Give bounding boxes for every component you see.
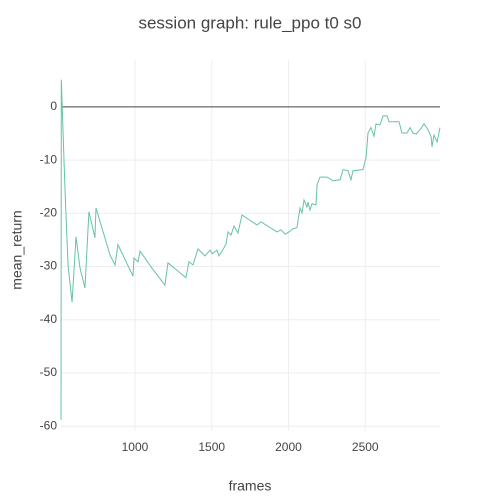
- line-series: [60, 79, 441, 420]
- y-tick-label: -40: [40, 312, 58, 326]
- plot-area: [60, 79, 441, 420]
- y-tick-label: -20: [40, 205, 58, 219]
- x-tick-label: 1000: [122, 440, 149, 454]
- y-tick-label: 0: [50, 99, 57, 113]
- y-tick-label: -30: [40, 259, 58, 273]
- y-axis-label: mean_return: [9, 210, 25, 289]
- x-tick-label: 2500: [352, 440, 379, 454]
- y-tick-label: -60: [40, 418, 58, 432]
- x-tick-label: 2000: [275, 440, 302, 454]
- y-tick-label: -10: [40, 152, 58, 166]
- x-axis-label: frames: [229, 478, 272, 494]
- chart-title: session graph: rule_ppo t0 s0: [138, 13, 361, 32]
- grid: [61, 60, 440, 430]
- x-tick-label: 1500: [198, 440, 225, 454]
- y-tick-label: -50: [40, 365, 58, 379]
